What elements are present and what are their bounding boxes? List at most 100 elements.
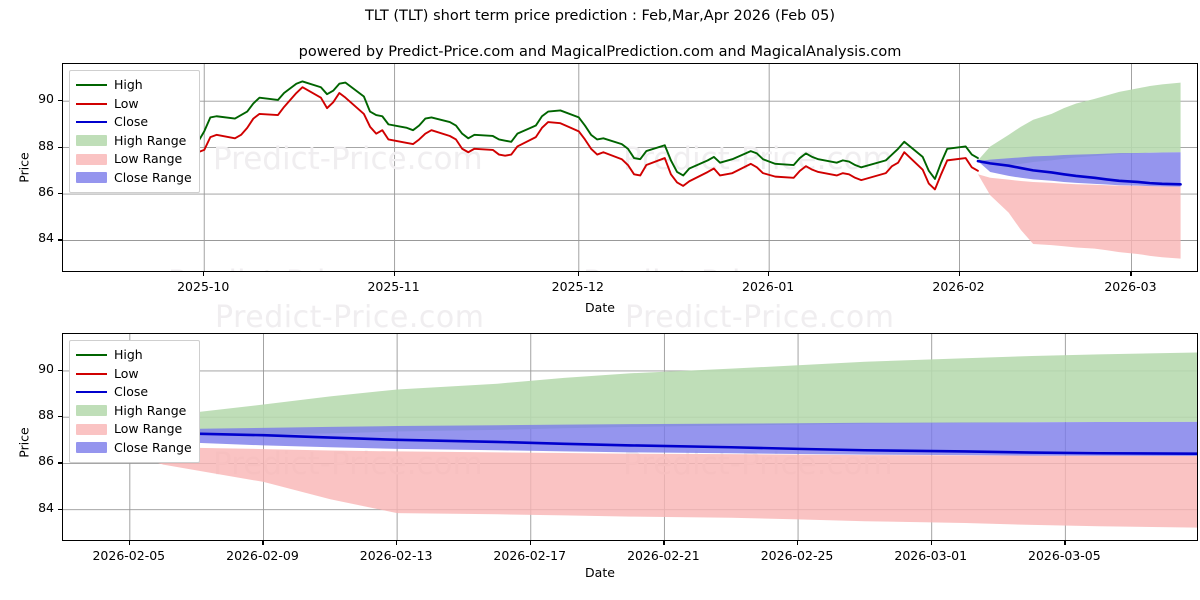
legend-swatch-icon	[76, 423, 107, 436]
x-tick-label: 2026-02-05	[92, 548, 166, 563]
legend-label: Close	[114, 114, 149, 129]
x-tick-label: 2025-10	[177, 279, 230, 294]
y-tick-mark	[58, 416, 62, 418]
x-tick-label: 2025-11	[367, 279, 420, 294]
legend-mark	[76, 354, 107, 357]
legend-label: Close Range	[114, 439, 192, 455]
legend-label: High	[114, 77, 143, 92]
x-tick-label: 2026-03-05	[1028, 548, 1101, 563]
svg-text:Predict-Price.com: Predict-Price.com	[583, 264, 853, 272]
legend-line-icon	[76, 97, 107, 110]
y-tick-mark	[58, 193, 62, 195]
legend-mark	[76, 391, 107, 394]
legend-item[interactable]: Low	[76, 365, 192, 384]
x-tick-label: 2026-02-09	[226, 548, 299, 563]
x-tick-label: 2026-02-21	[627, 548, 700, 563]
y-tick-label: 84	[38, 230, 54, 246]
legend-item[interactable]: Low Range	[76, 420, 192, 439]
legend-swatch-icon	[76, 134, 107, 147]
legend-label: Close Range	[114, 169, 192, 185]
legend-swatch-icon	[76, 441, 107, 454]
x-tick-mark	[768, 272, 770, 276]
legend-label: Low	[114, 95, 139, 111]
x-tick-label: 2026-02-13	[359, 548, 433, 563]
legend-line-icon	[76, 79, 107, 92]
legend-mark	[76, 135, 107, 147]
legend-item[interactable]: High	[76, 76, 192, 95]
legend-item[interactable]: Close	[76, 383, 192, 402]
legend-mark	[76, 405, 107, 417]
legend-swatch-icon	[76, 404, 107, 417]
y-tick-mark	[58, 146, 62, 148]
legend-mark	[76, 372, 107, 375]
y-tick-label: 90	[38, 91, 54, 107]
legend-line-icon	[76, 367, 107, 380]
y-tick-mark	[58, 462, 62, 464]
x-tick-label: 2026-03-01	[894, 548, 968, 563]
x-tick-mark	[930, 541, 932, 545]
legend-mark	[76, 423, 107, 435]
x-tick-mark	[663, 541, 665, 545]
svg-text:Predict-Price.com: Predict-Price.com	[623, 141, 893, 177]
legend-mark	[76, 102, 107, 105]
y-tick-label: 86	[38, 453, 54, 469]
y-tick-mark	[58, 100, 62, 102]
legend-mark	[76, 84, 107, 87]
y-tick-label: 88	[38, 407, 54, 423]
legend-mark	[76, 442, 107, 454]
x-tick-mark	[577, 272, 579, 276]
svg-text:Predict-Price.com: Predict-Price.com	[168, 264, 438, 272]
y-tick-mark	[58, 369, 62, 372]
legend-label: Low Range	[114, 421, 183, 436]
legend-swatch-icon	[76, 171, 107, 184]
y-tick-mark	[58, 239, 62, 241]
x-tick-mark	[393, 272, 395, 276]
y-tick-label: 86	[38, 184, 54, 200]
svg-text:Predict-Price.com: Predict-Price.com	[213, 141, 483, 177]
x-tick-label: 2026-03	[1104, 279, 1157, 294]
legend-item[interactable]: Close	[76, 113, 192, 132]
legend-label: Low Range	[114, 151, 183, 166]
x-tick-mark	[1064, 541, 1066, 545]
legend-line-icon	[76, 386, 107, 399]
y-tick-label: 90	[38, 360, 54, 376]
legend-item[interactable]: High Range	[76, 402, 192, 421]
legend-label: High Range	[114, 402, 187, 418]
y-tick-mark	[58, 508, 62, 510]
chart-legend[interactable]: High Low Close High Range Low Range Close Ran…	[69, 340, 200, 463]
detail-panel: Price Date Predict-Price.comPredict-Pric…	[0, 320, 1200, 600]
legend-item[interactable]: Low	[76, 95, 192, 114]
legend-label: High Range	[114, 132, 187, 148]
chart-legend[interactable]: High Low Close High Range Low Range Close Ran…	[69, 70, 200, 193]
page-subtitle: powered by Predict-Price.com and Magical…	[298, 44, 902, 60]
overview-plot-area: Predict-Price.com Predict-Price.com Predic…	[62, 63, 1198, 272]
x-tick-label: 2026-01	[742, 279, 795, 294]
legend-label: Close	[114, 384, 149, 399]
x-tick-mark	[396, 541, 398, 545]
legend-label: Low	[114, 365, 139, 381]
x-tick-mark	[797, 541, 799, 545]
legend-item[interactable]: Close Range	[76, 439, 192, 458]
legend-item[interactable]: Close Range	[76, 169, 192, 188]
legend-item[interactable]: High	[76, 346, 192, 365]
legend-swatch-icon	[76, 153, 107, 166]
x-tick-mark	[203, 272, 205, 276]
x-tick-mark	[958, 272, 960, 276]
x-tick-label: 2026-02-25	[760, 548, 834, 563]
legend-mark	[76, 172, 107, 184]
legend-line-icon	[76, 116, 107, 129]
x-tick-label: 2025-12	[551, 279, 604, 294]
x-tick-mark	[262, 541, 264, 545]
legend-mark	[76, 121, 107, 124]
x-tick-mark	[128, 541, 130, 545]
y-tick-label: 84	[38, 499, 54, 515]
legend-item[interactable]: High Range	[76, 132, 192, 151]
x-tick-mark	[529, 541, 531, 545]
x-tick-label: 2026-02	[932, 279, 985, 294]
x-tick-mark	[1130, 272, 1132, 276]
detail-x-axis-label: Date	[585, 565, 615, 580]
legend-label: High	[114, 347, 143, 362]
legend-item[interactable]: Low Range	[76, 150, 192, 169]
